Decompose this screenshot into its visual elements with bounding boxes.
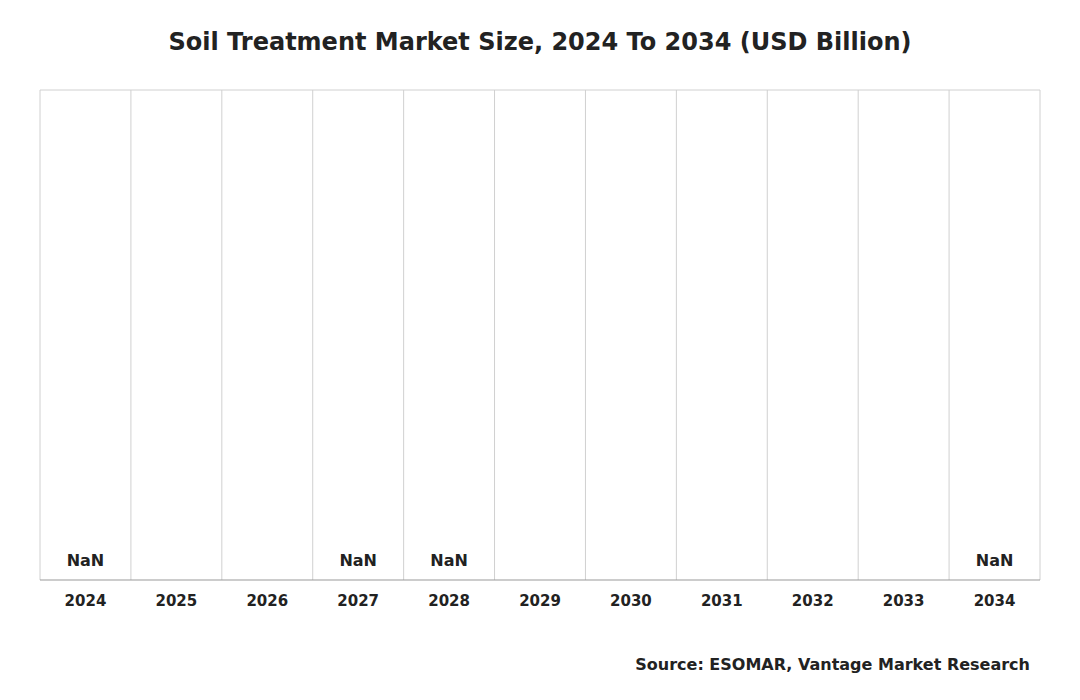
x-tick-label: 2028 — [428, 592, 470, 610]
x-tick-label: 2027 — [337, 592, 379, 610]
column-separator — [1040, 90, 1041, 580]
column-separator — [676, 90, 677, 580]
column-separator — [312, 90, 313, 580]
column-separator — [221, 90, 222, 580]
column-separator — [40, 90, 41, 580]
column-separator — [767, 90, 768, 580]
range-bottom-line — [40, 580, 1040, 581]
source-note: Source: ESOMAR, Vantage Market Research — [635, 655, 1030, 674]
chart-svg: Soil Treatment Market Size, 2024 To 2034… — [0, 0, 1080, 700]
column-separator — [494, 90, 495, 580]
data-label: NaN — [430, 551, 468, 570]
data-label: NaN — [339, 551, 377, 570]
x-tick-label: 2025 — [155, 592, 197, 610]
data-label: NaN — [67, 551, 105, 570]
x-tick-label: 2033 — [883, 592, 925, 610]
column-separator — [403, 90, 404, 580]
chart-container: Soil Treatment Market Size, 2024 To 2034… — [0, 0, 1080, 700]
column-separator — [585, 90, 586, 580]
x-tick-label: 2026 — [246, 592, 288, 610]
column-separator — [949, 90, 950, 580]
x-tick-label: 2030 — [610, 592, 652, 610]
x-tick-label: 2029 — [519, 592, 561, 610]
x-tick-label: 2034 — [974, 592, 1016, 610]
chart-title: Soil Treatment Market Size, 2024 To 2034… — [169, 28, 912, 56]
data-label: NaN — [976, 551, 1014, 570]
column-separator — [858, 90, 859, 580]
x-tick-label: 2024 — [65, 592, 107, 610]
x-tick-label: 2031 — [701, 592, 743, 610]
x-tick-label: 2032 — [792, 592, 834, 610]
range-top-line — [40, 90, 1040, 91]
column-separator — [130, 90, 131, 580]
